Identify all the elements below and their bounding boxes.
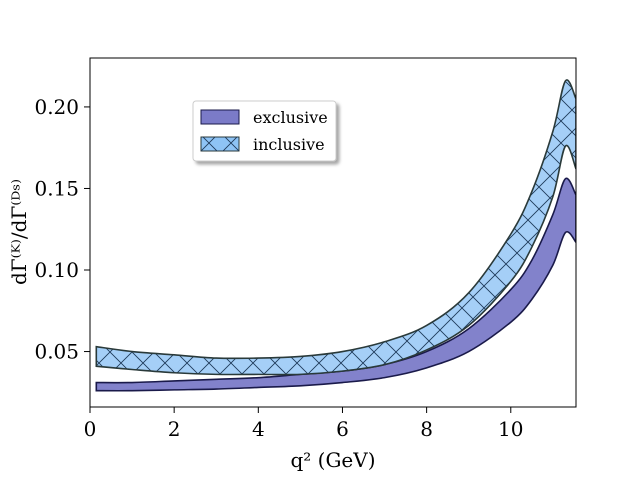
y-tick-label: 0.20 [34, 95, 79, 119]
data-bands [95, 79, 576, 392]
y-tick-label: 0.05 [34, 340, 79, 364]
legend-entry-exclusive: exclusive [200, 108, 328, 127]
legend-swatch-exclusive [200, 109, 240, 125]
x-axis-label: q² (GeV) [290, 448, 375, 472]
x-tick-label: 0 [84, 417, 97, 441]
x-tick-label: 10 [498, 417, 523, 441]
legend-label-exclusive: exclusive [253, 108, 328, 127]
x-tick-label: 4 [252, 417, 265, 441]
legend-entry-inclusive: inclusive [200, 135, 325, 154]
plot-frame [89, 57, 577, 408]
y-axis-label: dΓ⁽ᴷ⁾/dΓ⁽ᴰˢ⁾ [7, 179, 31, 285]
band-inclusive [95, 79, 576, 376]
band-inclusive-edge [95, 79, 576, 376]
legend-label-inclusive: inclusive [253, 135, 325, 154]
y-tick-label: 0.15 [34, 176, 79, 200]
x-tick-label: 2 [168, 417, 181, 441]
legend: exclusive inclusive [192, 100, 337, 162]
y-axis-ticks: 0.05 0.10 0.15 0.20 [34, 95, 90, 364]
x-tick-label: 6 [336, 417, 349, 441]
y-tick-label: 0.10 [34, 258, 79, 282]
legend-swatch-inclusive-hatch [201, 137, 239, 151]
x-tick-label: 8 [420, 417, 433, 441]
x-axis-ticks: 0 2 4 6 8 10 [84, 407, 524, 441]
